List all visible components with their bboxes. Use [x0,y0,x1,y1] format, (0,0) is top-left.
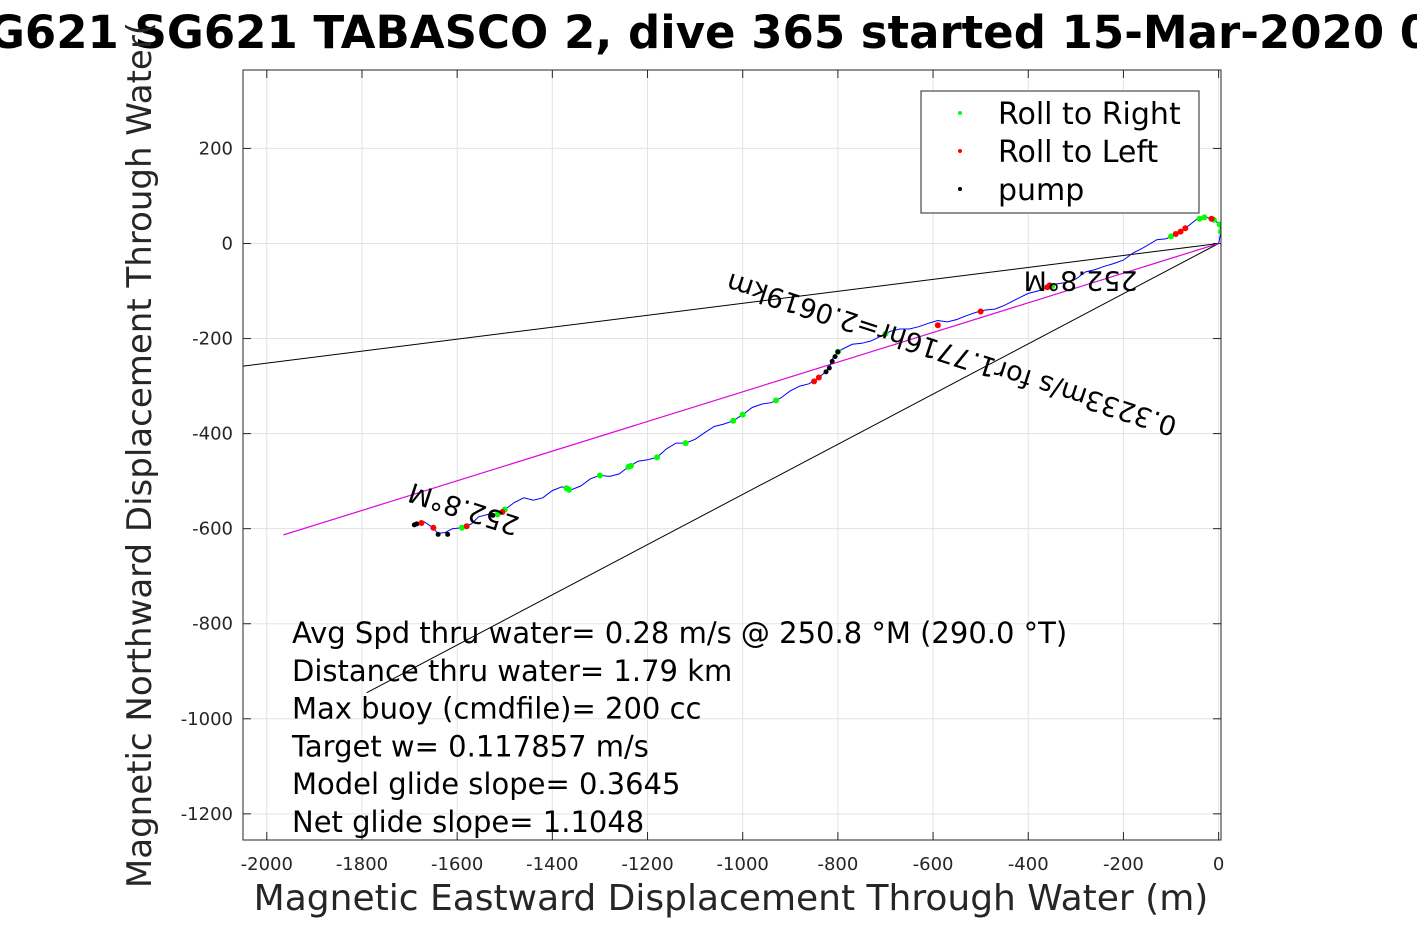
legend-marker [958,149,962,153]
roll-left-point [811,378,818,385]
roll-left-point [430,524,437,531]
legend-box [920,90,1200,214]
legend-label: Roll to Left [998,135,1158,170]
rotated-annotation: 252.8°M [1024,265,1138,296]
x-tick-label: -1200 [621,854,673,875]
x-tick-label: 0 [1213,854,1224,875]
roll-right-point [739,411,746,418]
reference-line [243,243,1219,367]
summary-line: Max buoy (cmdfile)= 200 cc [292,692,701,726]
roll-left-point [1208,215,1215,222]
roll-left-point [1172,230,1179,237]
summary-line: Net glide slope= 1.1048 [292,805,644,839]
roll-left-point [977,308,984,315]
roll-left-point [463,523,470,530]
pump-point [414,521,420,527]
roll-right-point [682,440,689,447]
y-tick-label: -600 [192,519,233,540]
x-tick-label: -200 [1103,854,1144,875]
roll-left-point [418,519,425,526]
summary-line: Avg Spd thru water= 0.28 m/s @ 250.8 °M … [292,616,1067,650]
roll-right-point [1201,214,1208,221]
x-tick-label: -1800 [336,854,388,875]
y-tick-label: -1000 [181,709,233,730]
roll-right-point [882,330,889,337]
roll-right-point [1218,228,1221,235]
y-tick-label: -400 [192,424,233,445]
roll-right-point [1168,233,1175,240]
axes-box [242,69,1222,841]
roll-right-point [566,486,572,493]
y-tick-label: 0 [222,233,233,254]
y-tick-label: -200 [192,329,233,350]
x-tick-label: -2000 [241,854,293,875]
pump-point [445,531,451,537]
y-tick-label: -1200 [181,804,233,825]
x-tick-label: -1400 [526,854,578,875]
x-tick-label: -800 [817,854,858,875]
pump-point [829,358,835,364]
legend-marker [958,111,962,115]
roll-left-point [815,374,822,381]
roll-right-point [494,511,501,518]
roll-left-point [1182,225,1189,232]
summary-line: Distance thru water= 1.79 km [292,654,732,688]
x-axis-label: Magnetic Eastward Displacement Through W… [253,878,1209,919]
y-tick-label: -800 [192,614,233,635]
reference-line [283,243,1219,536]
pump-point [435,531,441,537]
pump-point [490,512,496,518]
roll-right-point [458,524,465,531]
roll-left-point [1177,228,1184,235]
roll-right-point [654,454,661,461]
pump-point [826,365,832,371]
pump-point [832,354,838,360]
chart-title: SG621 SG621 TABASCO 2, dive 365 started … [0,6,1417,59]
roll-right-point [1216,221,1221,228]
summary-line: Target w= 0.117857 m/s [291,729,649,763]
x-tick-label: -1600 [431,854,483,875]
x-tick-label: -600 [913,854,954,875]
roll-right-point [1196,215,1203,222]
y-tick-label: 200 [199,138,233,159]
legend-label: pump [998,173,1084,208]
x-tick-label: -400 [1008,854,1049,875]
legend-label: Roll to Right [998,97,1181,132]
roll-left-point [499,509,506,516]
x-tick-label: -1000 [717,854,769,875]
roll-right-point [596,472,603,479]
reference-line [366,243,1219,694]
summary-line: Model glide slope= 0.3645 [292,767,680,801]
roll-right-point [730,417,737,424]
y-axis-label: Magnetic Northward Displacement Through … [120,21,160,889]
roll-right-point [773,397,780,404]
pump-point [835,349,841,355]
roll-left-point [934,322,941,329]
roll-right-point [627,462,634,469]
legend-marker [958,187,962,191]
roll-left-point [1046,282,1053,289]
pump-point [823,369,829,375]
